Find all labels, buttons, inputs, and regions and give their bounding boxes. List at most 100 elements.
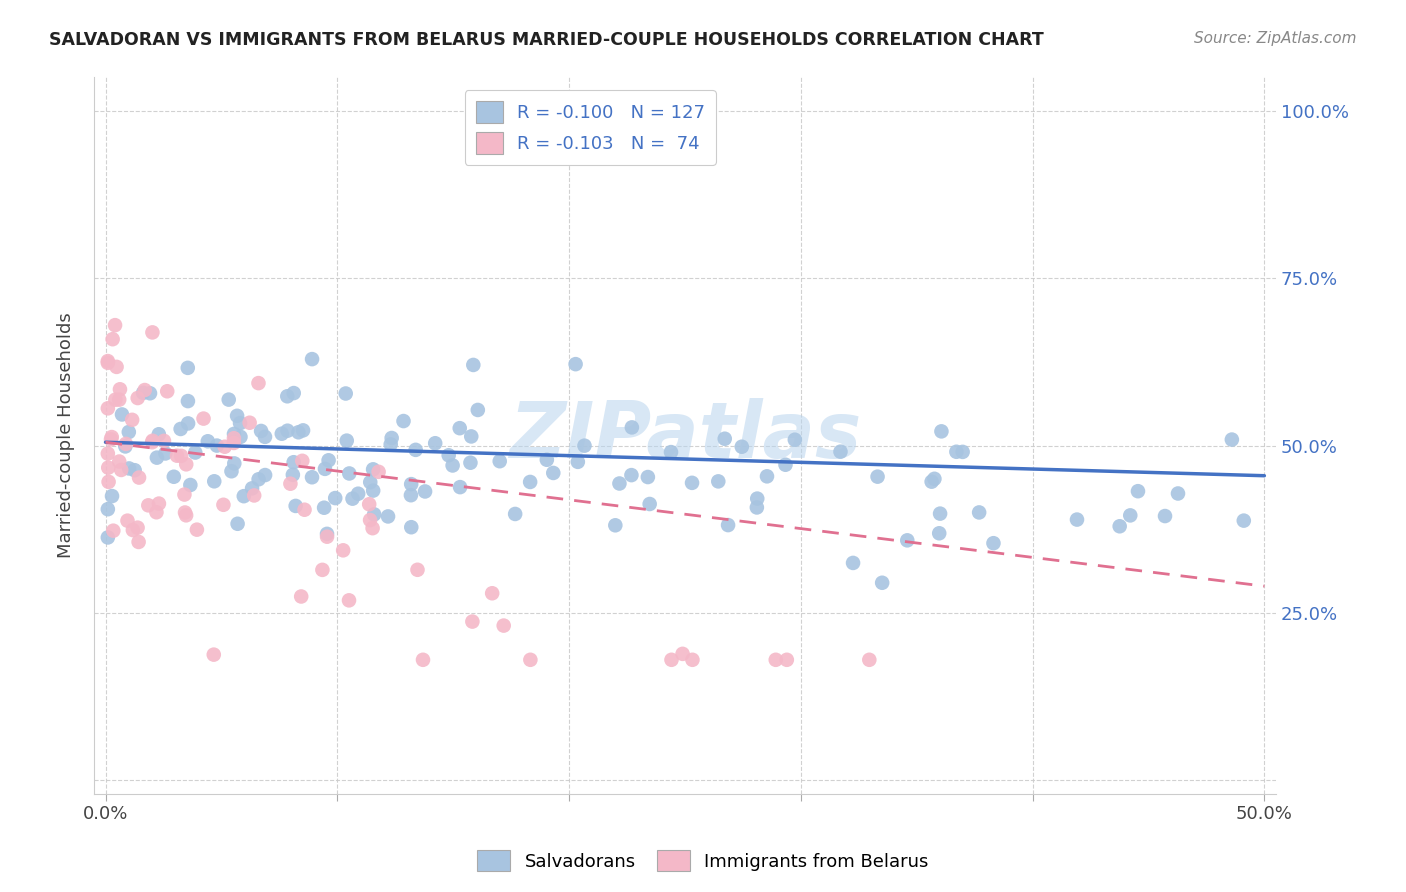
Point [1119, 508, 1142, 523]
Point [311, 563, 333, 577]
Point [361, 521, 384, 535]
Point [205, 439, 228, 453]
Point [945, 444, 967, 458]
Point [128, 470, 150, 484]
Point [292, 423, 315, 437]
Point [222, 426, 245, 441]
Point [367, 465, 389, 479]
Point [270, 426, 292, 441]
Point [250, 424, 273, 438]
Point [240, 481, 263, 495]
Point [280, 476, 302, 491]
Point [177, 360, 200, 375]
Point [870, 575, 893, 590]
Point [332, 543, 354, 558]
Text: ZIPatlas: ZIPatlas [509, 398, 860, 474]
Point [103, 524, 125, 538]
Point [717, 518, 740, 533]
Point [574, 439, 596, 453]
Point [97, 354, 120, 368]
Point [620, 420, 643, 434]
Point [108, 392, 131, 407]
Point [243, 488, 266, 502]
Text: Source: ZipAtlas.com: Source: ZipAtlas.com [1194, 31, 1357, 46]
Point [314, 500, 336, 515]
Point [174, 506, 197, 520]
Point [681, 653, 703, 667]
Point [101, 489, 124, 503]
Point [337, 593, 360, 607]
Point [301, 470, 323, 484]
Point [783, 433, 806, 447]
Point [401, 520, 423, 534]
Point [347, 486, 370, 500]
Point [97, 356, 120, 370]
Point [118, 425, 141, 439]
Point [283, 386, 305, 401]
Point [377, 509, 399, 524]
Point [492, 618, 515, 632]
Point [316, 527, 339, 541]
Point [661, 653, 683, 667]
Point [323, 491, 346, 505]
Point [707, 475, 730, 489]
Point [928, 526, 950, 541]
Point [1167, 486, 1189, 500]
Point [110, 463, 132, 477]
Point [609, 476, 631, 491]
Point [108, 454, 131, 468]
Point [461, 615, 484, 629]
Legend: R = -0.100   N = 127, R = -0.103   N =  74: R = -0.100 N = 127, R = -0.103 N = 74 [465, 90, 716, 165]
Point [97, 401, 120, 416]
Point [405, 442, 427, 457]
Point [1233, 514, 1256, 528]
Point [967, 505, 990, 519]
Point [173, 487, 195, 501]
Y-axis label: Married-couple Households: Married-couple Households [58, 313, 75, 558]
Point [519, 653, 541, 667]
Point [145, 505, 167, 519]
Point [1154, 509, 1177, 524]
Point [637, 470, 659, 484]
Point [100, 430, 122, 444]
Point [177, 417, 200, 431]
Point [858, 653, 880, 667]
Point [314, 462, 336, 476]
Point [413, 484, 436, 499]
Point [117, 514, 139, 528]
Point [449, 421, 471, 435]
Point [931, 425, 953, 439]
Point [111, 408, 134, 422]
Point [212, 498, 235, 512]
Point [179, 478, 201, 492]
Point [148, 497, 170, 511]
Point [287, 425, 309, 440]
Point [276, 389, 298, 403]
Point [141, 435, 163, 450]
Point [122, 523, 145, 537]
Point [166, 449, 188, 463]
Point [620, 468, 643, 483]
Point [318, 453, 340, 467]
Point [316, 530, 339, 544]
Point [605, 518, 627, 533]
Point [842, 556, 865, 570]
Point [567, 455, 589, 469]
Point [536, 452, 558, 467]
Point [896, 533, 918, 548]
Point [153, 434, 176, 448]
Point [193, 411, 215, 425]
Point [97, 460, 120, 475]
Point [104, 318, 127, 333]
Point [141, 326, 163, 340]
Point [197, 434, 219, 449]
Point [214, 440, 236, 454]
Point [202, 648, 225, 662]
Point [127, 521, 149, 535]
Point [229, 430, 252, 444]
Point [114, 439, 136, 453]
Point [713, 432, 735, 446]
Point [488, 454, 510, 468]
Point [222, 431, 245, 445]
Point [337, 467, 360, 481]
